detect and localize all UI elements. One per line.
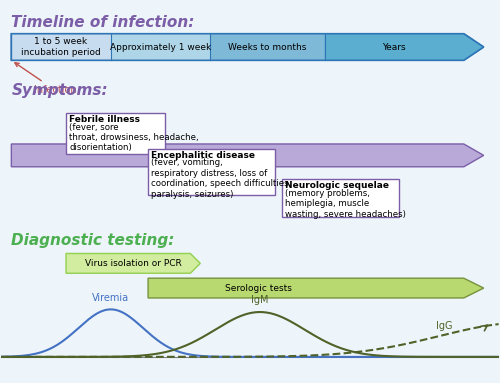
- Text: Diagnostic testing:: Diagnostic testing:: [12, 233, 174, 248]
- Text: Serologic tests: Serologic tests: [225, 283, 292, 293]
- Text: Febrile illness: Febrile illness: [69, 115, 140, 124]
- Text: Symptoms:: Symptoms:: [12, 83, 108, 98]
- Text: Neurologic sequelae: Neurologic sequelae: [286, 181, 390, 190]
- Text: IgM: IgM: [251, 295, 268, 305]
- Text: Approximately 1 week: Approximately 1 week: [110, 43, 211, 52]
- FancyBboxPatch shape: [282, 179, 399, 218]
- Text: (memory problems,
hemiplegia, muscle
wasting, severe headaches): (memory problems, hemiplegia, muscle was…: [286, 189, 406, 219]
- FancyBboxPatch shape: [66, 113, 166, 154]
- Polygon shape: [12, 144, 484, 167]
- Text: Virus isolation or PCR: Virus isolation or PCR: [85, 259, 182, 268]
- Polygon shape: [210, 34, 324, 61]
- Text: 1 to 5 week
incubation period: 1 to 5 week incubation period: [21, 37, 101, 57]
- Text: IgG: IgG: [436, 321, 453, 331]
- Text: Timeline of infection:: Timeline of infection:: [12, 15, 194, 30]
- Polygon shape: [12, 34, 484, 61]
- Text: Infection: Infection: [15, 63, 76, 95]
- Polygon shape: [12, 34, 111, 61]
- Text: Years: Years: [382, 43, 406, 52]
- Text: (fever, sore
throat, drowsiness, headache,
disorientation): (fever, sore throat, drowsiness, headach…: [69, 123, 198, 152]
- Polygon shape: [324, 34, 484, 61]
- FancyBboxPatch shape: [148, 149, 275, 195]
- Polygon shape: [148, 278, 484, 298]
- Polygon shape: [66, 254, 200, 273]
- Text: (fever, vomiting,
respiratory distress, loss of
coordination, speech difficultie: (fever, vomiting, respiratory distress, …: [151, 159, 292, 199]
- Text: Viremia: Viremia: [92, 293, 130, 303]
- Text: Weeks to months: Weeks to months: [228, 43, 306, 52]
- Polygon shape: [111, 34, 210, 61]
- Text: Encephalitic disease: Encephalitic disease: [151, 151, 255, 160]
